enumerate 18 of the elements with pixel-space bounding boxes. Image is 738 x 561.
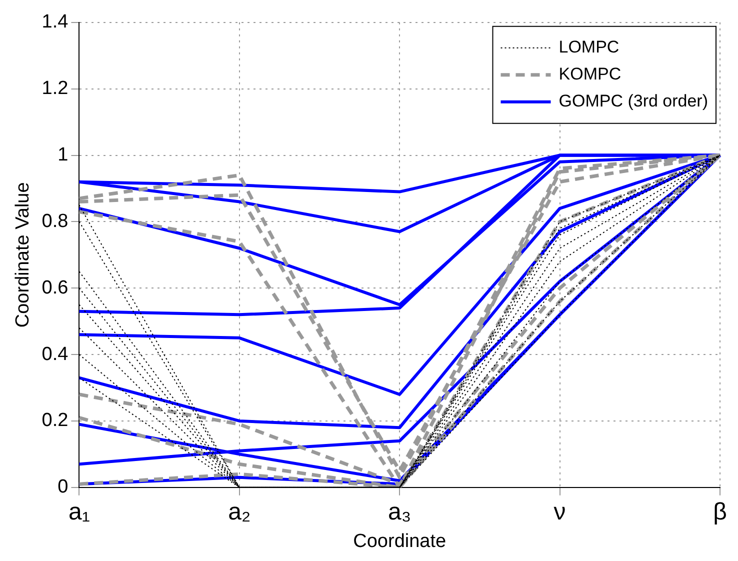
y-tick-label: 1.2 — [42, 78, 68, 100]
legend-label: LOMPC — [558, 38, 620, 57]
y-axis-title: Coordinate Value — [12, 182, 34, 328]
x-tick-label: a₁ — [68, 498, 90, 526]
x-tick-label: a₃ — [388, 498, 412, 526]
x-axis-title: Coordinate — [353, 530, 446, 552]
y-tick-label: 0.4 — [42, 344, 69, 365]
x-tick-label: a₂ — [228, 498, 251, 526]
y-tick-label: 0.8 — [42, 210, 68, 232]
x-tick-label: ν — [554, 498, 566, 526]
y-tick-label: 1.4 — [42, 12, 69, 33]
legend-label: GOMPC (3rd order) — [558, 92, 708, 111]
y-tick-label: 0.6 — [42, 277, 68, 298]
y-tick-label: 0 — [58, 476, 68, 498]
legend-label: KOMPC — [558, 64, 622, 84]
y-tick-label: 0.2 — [42, 410, 68, 432]
x-tick-label: β — [713, 498, 727, 526]
y-tick-label: 1 — [58, 144, 68, 166]
